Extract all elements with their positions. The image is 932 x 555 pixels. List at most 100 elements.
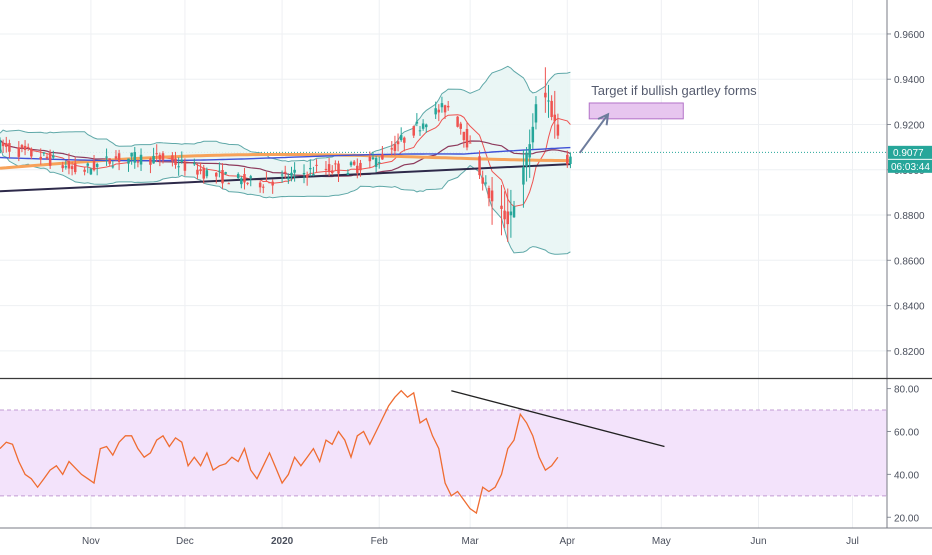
candle-body[interactable] [528, 144, 531, 157]
candle-body[interactable] [181, 160, 184, 162]
candle-body[interactable] [115, 156, 118, 158]
candle-body[interactable] [444, 105, 447, 112]
candle-body[interactable] [199, 169, 202, 171]
candle-body[interactable] [513, 206, 516, 217]
candle-body[interactable] [224, 172, 227, 174]
candle-body[interactable] [221, 170, 224, 183]
candle-body[interactable] [171, 155, 174, 161]
candle-body[interactable] [481, 177, 484, 183]
candle-body[interactable] [140, 155, 143, 165]
candle-body[interactable] [137, 162, 140, 163]
candle-body[interactable] [249, 176, 252, 178]
candle-body[interactable] [130, 153, 133, 157]
candle-body[interactable] [347, 173, 350, 175]
candle-body[interactable] [177, 166, 180, 167]
candle-body[interactable] [488, 188, 491, 198]
candle-body[interactable] [162, 153, 165, 160]
candle-body[interactable] [61, 165, 64, 168]
candle-body[interactable] [118, 153, 121, 162]
candle-body[interactable] [228, 183, 231, 184]
candle-body[interactable] [159, 155, 162, 160]
candle-body[interactable] [21, 145, 24, 147]
candle-body[interactable] [268, 182, 271, 183]
candle-body[interactable] [155, 153, 158, 154]
candle-body[interactable] [535, 104, 538, 122]
candle-body[interactable] [68, 161, 71, 168]
candle-body[interactable] [218, 171, 221, 172]
candle-body[interactable] [284, 172, 287, 173]
candle-body[interactable] [394, 144, 397, 151]
candle-body[interactable] [312, 174, 315, 175]
candle-body[interactable] [243, 174, 246, 182]
candle-body[interactable] [569, 157, 572, 164]
candle-body[interactable] [331, 170, 334, 173]
candle-body[interactable] [49, 153, 52, 166]
candle-body[interactable] [397, 141, 400, 144]
candle-body[interactable] [52, 155, 55, 157]
candle-body[interactable] [566, 155, 569, 165]
candle-body[interactable] [375, 158, 378, 167]
candle-body[interactable] [500, 206, 503, 209]
candle-body[interactable] [196, 170, 199, 175]
candle-body[interactable] [459, 124, 462, 129]
candle-body[interactable] [419, 130, 422, 131]
candle-body[interactable] [112, 166, 115, 167]
candle-body[interactable] [27, 147, 30, 148]
candle-body[interactable] [90, 169, 93, 175]
candle-body[interactable] [356, 166, 359, 173]
candle-body[interactable] [246, 183, 249, 184]
candle-body[interactable] [108, 158, 111, 163]
candle-body[interactable] [315, 165, 318, 166]
candle-body[interactable] [237, 174, 240, 178]
candle-body[interactable] [532, 127, 535, 143]
candle-body[interactable] [87, 164, 90, 166]
candle-body[interactable] [353, 162, 356, 165]
candle-body[interactable] [469, 143, 472, 144]
candle-body[interactable] [30, 149, 33, 157]
candle-body[interactable] [259, 183, 262, 188]
candle-body[interactable] [525, 153, 528, 167]
candle-body[interactable] [438, 110, 441, 113]
candle-body[interactable] [522, 167, 525, 185]
candle-body[interactable] [334, 163, 337, 164]
candle-body[interactable] [83, 170, 86, 172]
candle-body[interactable] [425, 124, 428, 127]
candle-body[interactable] [174, 158, 177, 164]
candle-body[interactable] [293, 170, 296, 173]
candle-body[interactable] [306, 175, 309, 178]
candle-body[interactable] [359, 163, 362, 170]
candle-body[interactable] [416, 122, 419, 124]
candle-body[interactable] [0, 140, 1, 152]
candle-body[interactable] [24, 146, 27, 150]
candle-body[interactable] [325, 169, 328, 170]
candle-body[interactable] [309, 168, 312, 169]
candle-body[interactable] [71, 166, 74, 169]
candle-body[interactable] [193, 163, 196, 164]
candle-body[interactable] [381, 154, 384, 159]
candle-body[interactable] [265, 181, 268, 182]
candle-body[interactable] [46, 157, 49, 159]
candle-body[interactable] [510, 212, 513, 216]
candle-body[interactable] [18, 147, 21, 157]
candle-body[interactable] [271, 182, 274, 186]
candle-body[interactable] [2, 143, 5, 147]
candle-body[interactable] [491, 191, 494, 202]
candle-body[interactable] [550, 101, 553, 117]
candle-body[interactable] [240, 178, 243, 184]
candle-body[interactable] [290, 173, 293, 176]
candle-body[interactable] [503, 211, 506, 220]
candle-body[interactable] [547, 100, 550, 101]
candle-body[interactable] [262, 187, 265, 188]
candle-body[interactable] [303, 173, 306, 174]
candle-body[interactable] [149, 158, 152, 164]
candle-body[interactable] [337, 164, 340, 174]
candle-body[interactable] [400, 135, 403, 140]
candle-body[interactable] [369, 157, 372, 161]
candle-body[interactable] [8, 143, 11, 152]
candle-body[interactable] [287, 178, 290, 180]
candle-body[interactable] [422, 123, 425, 128]
candle-body[interactable] [447, 106, 450, 107]
candle-body[interactable] [554, 115, 557, 121]
candle-body[interactable] [350, 162, 353, 165]
candle-body[interactable] [43, 152, 46, 153]
